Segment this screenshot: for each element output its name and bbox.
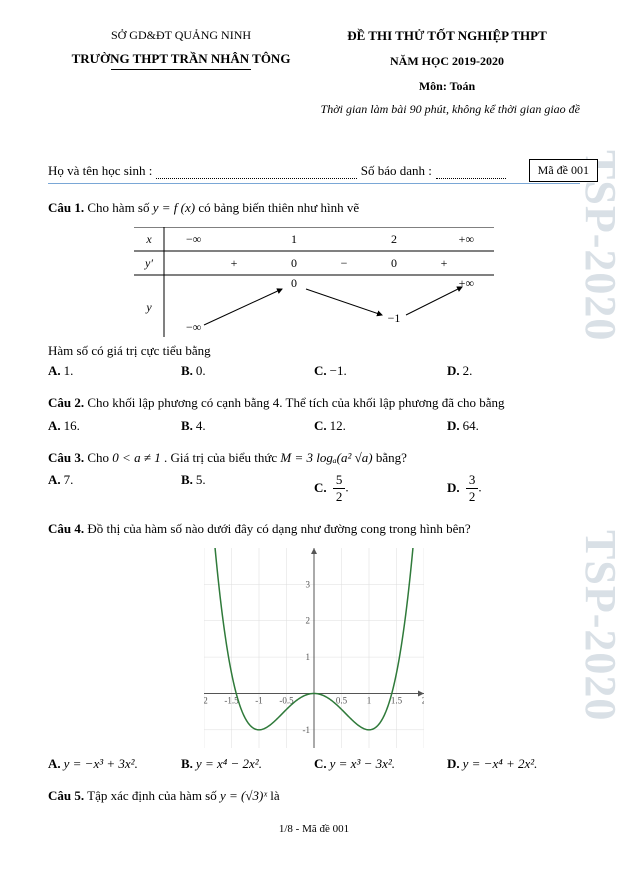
svg-text:+: +: [231, 256, 238, 270]
q2-answers: A.16. B.4. C.12. D.64.: [48, 418, 580, 434]
q1-A: A.1.: [48, 363, 181, 379]
q3-text-a: Cho: [87, 450, 112, 465]
svg-text:3: 3: [306, 580, 311, 590]
exam-code: Mã đề 001: [529, 159, 598, 182]
svg-text:1: 1: [306, 652, 311, 662]
svg-text:-1: -1: [303, 725, 311, 735]
q1-func: y = f (x): [153, 200, 195, 215]
q5-text-a: Tập xác định của hàm số: [87, 788, 220, 803]
q1-C: C.−1.: [314, 363, 447, 379]
department: SỞ GD&ĐT QUẢNG NINH: [48, 28, 314, 43]
svg-text:y: y: [145, 300, 152, 314]
q2-C: C.12.: [314, 418, 447, 434]
q1-answers: A.1. B.0. C.−1. D.2.: [48, 363, 580, 379]
id-label: Số báo danh :: [361, 163, 432, 179]
school-underline: [111, 69, 251, 70]
q4-B: B.y = x⁴ − 2x².: [181, 756, 314, 772]
q2-text: Cho khối lập phương có cạnh bằng 4. Thể …: [87, 395, 504, 410]
q3-text-b: . Giá trị của biểu thức: [164, 450, 280, 465]
q5-text-b: là: [270, 788, 279, 803]
svg-text:2: 2: [422, 696, 424, 706]
school-year: NĂM HỌC 2019-2020: [314, 54, 580, 69]
svg-text:1.5: 1.5: [391, 696, 403, 706]
svg-text:1: 1: [291, 232, 297, 246]
svg-text:+: +: [441, 256, 448, 270]
svg-text:+∞: +∞: [459, 232, 474, 246]
variation-table-svg: x y′ y −∞ 1 2 +∞ + 0 − 0 + 0 −∞ −1 +∞: [134, 227, 494, 337]
q3-text-c: bằng?: [376, 450, 407, 465]
question-3: Câu 3. Cho 0 < a ≠ 1 . Giá trị của biểu …: [48, 448, 580, 469]
svg-text:−: −: [341, 256, 348, 270]
svg-text:0.5: 0.5: [336, 696, 348, 706]
q3-cond: 0 < a ≠ 1: [112, 450, 160, 465]
svg-text:-1: -1: [255, 696, 263, 706]
q3-expr: M = 3 logₐ(a² √a): [280, 450, 372, 465]
question-1: Câu 1. Cho hàm số y = f (x) có bảng biến…: [48, 198, 580, 219]
duration: Thời gian làm bài 90 phút, không kể thời…: [48, 102, 580, 117]
q1-text1: Cho hàm số: [87, 200, 152, 215]
svg-text:-2: -2: [204, 696, 208, 706]
svg-text:0: 0: [291, 256, 297, 270]
q4-answers: A.y = −x³ + 3x². B.y = x⁴ − 2x². C.y = x…: [48, 756, 580, 772]
q3-B: B.5.: [181, 472, 314, 505]
q2-D: D.64.: [447, 418, 580, 434]
q4-A: A.y = −x³ + 3x².: [48, 756, 181, 772]
svg-text:0: 0: [391, 256, 397, 270]
svg-text:y′: y′: [144, 256, 153, 270]
q4-svg: -2-1.5-1-0.50.511.52-1123: [204, 548, 424, 748]
q1-table: x y′ y −∞ 1 2 +∞ + 0 − 0 + 0 −∞ −1 +∞: [48, 227, 580, 337]
q3-label: Câu 3.: [48, 450, 84, 465]
q4-label: Câu 4.: [48, 521, 84, 536]
q1-label: Câu 1.: [48, 200, 84, 215]
q3-answers: A.7. B.5. C. 5 2 . D. 3 2 .: [48, 472, 580, 505]
question-5: Câu 5. Tập xác định của hàm số y = (√3)ˣ…: [48, 786, 580, 807]
question-4: Câu 4. Đồ thị của hàm số nào dưới đây có…: [48, 519, 580, 540]
q1-conclusion: Hàm số có giá trị cực tiểu bằng: [48, 343, 580, 359]
q5-expr: y = (√3)ˣ: [220, 788, 267, 803]
q4-graph: -2-1.5-1-0.50.511.52-1123: [48, 548, 580, 748]
q3-C: C. 5 2 .: [314, 472, 447, 505]
q4-C: C.y = x³ − 3x².: [314, 756, 447, 772]
exam-title: ĐỀ THI THỬ TỐT NGHIỆP THPT: [314, 28, 580, 44]
q3-D: D. 3 2 .: [447, 472, 580, 505]
question-2: Câu 2. Cho khối lập phương có cạnh bằng …: [48, 393, 580, 414]
svg-text:1: 1: [367, 696, 372, 706]
svg-text:2: 2: [391, 232, 397, 246]
subject: Môn: Toán: [314, 79, 580, 94]
q5-label: Câu 5.: [48, 788, 84, 803]
school: TRƯỜNG THPT TRẦN NHÂN TÔNG: [48, 51, 314, 67]
svg-text:x: x: [145, 232, 152, 246]
q1-D: D.2.: [447, 363, 580, 379]
watermark-2: TSP-2020: [575, 530, 626, 721]
q2-A: A.16.: [48, 418, 181, 434]
svg-text:−1: −1: [388, 311, 401, 325]
svg-text:0: 0: [291, 276, 297, 290]
q4-text: Đồ thị của hàm số nào dưới đây có dạng n…: [87, 521, 470, 536]
page: TSP-2020 TSP-2020 SỞ GD&ĐT QUẢNG NINH TR…: [0, 0, 628, 845]
footer: 1/8 - Mã đề 001: [48, 823, 580, 835]
student-row: Họ và tên học sinh : Số báo danh : Mã đề…: [48, 163, 580, 179]
svg-text:2: 2: [306, 616, 311, 626]
q2-B: B.4.: [181, 418, 314, 434]
header: SỞ GD&ĐT QUẢNG NINH TRƯỜNG THPT TRẦN NHÂ…: [48, 28, 580, 94]
svg-text:−∞: −∞: [186, 320, 201, 334]
name-dotline: [156, 167, 356, 179]
header-right: ĐỀ THI THỬ TỐT NGHIỆP THPT NĂM HỌC 2019-…: [314, 28, 580, 94]
id-dotline: [436, 167, 506, 179]
student-underline: [48, 183, 580, 184]
q4-D: D.y = −x⁴ + 2x².: [447, 756, 580, 772]
q3-A: A.7.: [48, 472, 181, 505]
header-left: SỞ GD&ĐT QUẢNG NINH TRƯỜNG THPT TRẦN NHÂ…: [48, 28, 314, 94]
q1-B: B.0.: [181, 363, 314, 379]
svg-text:−∞: −∞: [186, 232, 201, 246]
name-label: Họ và tên học sinh :: [48, 163, 152, 179]
q1-text2: có bảng biến thiên như hình vẽ: [198, 200, 359, 215]
q2-label: Câu 2.: [48, 395, 84, 410]
